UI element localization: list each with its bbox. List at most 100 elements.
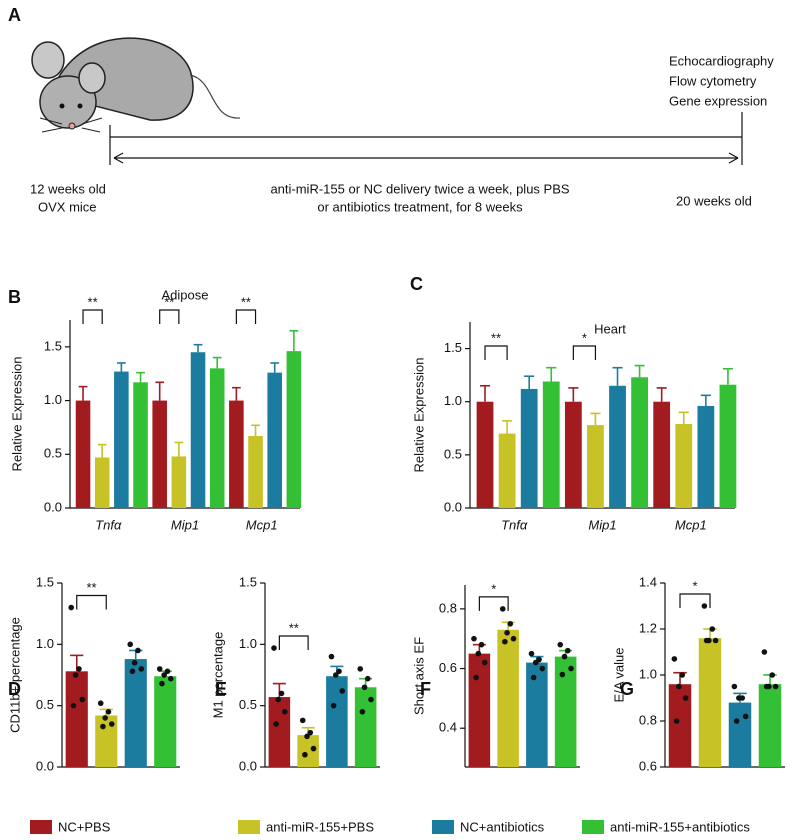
- start-group: OVX mice: [38, 199, 97, 214]
- x-tick-label: Tnfα: [95, 517, 122, 532]
- data-point: [131, 659, 138, 666]
- y-tick-label: 1.5: [444, 340, 462, 355]
- significance-label: **: [491, 330, 501, 345]
- data-point: [510, 635, 517, 642]
- bar: [267, 372, 282, 508]
- significance-label: **: [164, 294, 174, 309]
- bar: [190, 352, 206, 508]
- y-tick-label: 1.0: [239, 636, 257, 651]
- y-tick-label: 1.0: [36, 636, 54, 651]
- data-point: [561, 653, 568, 660]
- bar: [542, 381, 560, 508]
- bar: [229, 400, 244, 508]
- significance-label: **: [86, 580, 96, 595]
- data-point: [105, 709, 112, 715]
- x-tick-label: Mcp1: [246, 517, 278, 532]
- bar: [520, 388, 538, 508]
- bar: [698, 638, 722, 767]
- bar: [631, 377, 648, 508]
- legend-swatch: [582, 820, 604, 834]
- data-point: [769, 672, 776, 678]
- bar: [75, 400, 91, 508]
- panel-letter: B: [8, 287, 21, 307]
- chart-title: Adipose: [162, 287, 209, 302]
- data-point: [304, 733, 310, 740]
- y-tick-label: 1.5: [36, 574, 54, 589]
- significance-bracket: [235, 309, 257, 324]
- data-point: [481, 659, 488, 666]
- data-point: [129, 668, 136, 675]
- y-tick-label: 0.6: [439, 660, 457, 675]
- data-point: [473, 674, 479, 681]
- data-point: [709, 626, 716, 632]
- significance-bracket: [478, 596, 509, 611]
- assay: Echocardiography: [669, 53, 774, 68]
- data-point: [70, 702, 77, 709]
- end-age: 20 weeks old: [676, 193, 752, 208]
- bar: [209, 368, 225, 508]
- bar: [609, 385, 626, 508]
- y-tick-label: 0.5: [44, 446, 62, 461]
- significance-label: *: [491, 581, 496, 596]
- data-point: [736, 695, 742, 701]
- bar: [564, 401, 582, 508]
- data-point: [701, 603, 708, 609]
- data-point: [507, 620, 514, 627]
- panel-letter: A: [8, 5, 21, 25]
- bar: [498, 433, 516, 508]
- bar: [248, 436, 263, 508]
- y-tick-label: 1.2: [639, 620, 657, 635]
- data-point: [336, 668, 342, 675]
- bar: [587, 425, 604, 508]
- bar: [526, 662, 548, 767]
- bar: [354, 687, 377, 767]
- bar: [758, 684, 782, 767]
- y-axis-label: Relative Expression: [9, 357, 24, 472]
- data-point: [102, 715, 108, 721]
- data-point: [731, 683, 738, 690]
- bar: [668, 684, 692, 767]
- panel-letter: C: [410, 274, 423, 294]
- data-point: [528, 650, 535, 657]
- data-point: [159, 680, 165, 687]
- data-point: [357, 666, 364, 672]
- bar: [675, 424, 693, 508]
- legend-label: anti-miR-155+PBS: [266, 819, 374, 834]
- data-point: [299, 717, 306, 724]
- data-point: [332, 672, 339, 678]
- bar: [719, 384, 737, 508]
- bar: [133, 382, 148, 508]
- data-point: [275, 696, 282, 703]
- significance-bracket: [82, 309, 103, 324]
- data-point: [302, 751, 308, 758]
- data-point: [161, 672, 167, 678]
- data-point: [712, 637, 719, 644]
- legend-label: NC+PBS: [58, 819, 111, 834]
- data-point: [167, 675, 174, 682]
- data-point: [273, 721, 279, 727]
- start-age: 12 weeks old: [30, 181, 106, 196]
- data-point: [138, 666, 145, 672]
- data-point: [703, 637, 710, 644]
- bar: [95, 715, 118, 767]
- data-point: [76, 666, 82, 672]
- data-point: [530, 674, 537, 681]
- y-tick-label: 0.5: [239, 697, 257, 712]
- data-point: [504, 629, 510, 636]
- x-tick-label: Mcp1: [675, 517, 707, 532]
- significance-label: **: [241, 294, 251, 309]
- data-point: [539, 665, 546, 672]
- data-point: [68, 604, 75, 611]
- data-point: [772, 683, 779, 690]
- panel-letter: E: [215, 679, 227, 699]
- y-tick-label: 0.5: [444, 446, 462, 461]
- treatment: or antibiotics treatment, for 8 weeks: [317, 199, 523, 214]
- data-point: [499, 606, 506, 612]
- data-point: [307, 729, 314, 736]
- panel-letter: D: [8, 679, 21, 699]
- y-tick-label: 1.5: [44, 338, 62, 353]
- bar: [94, 457, 110, 508]
- data-point: [127, 641, 134, 648]
- significance-label: **: [88, 294, 98, 309]
